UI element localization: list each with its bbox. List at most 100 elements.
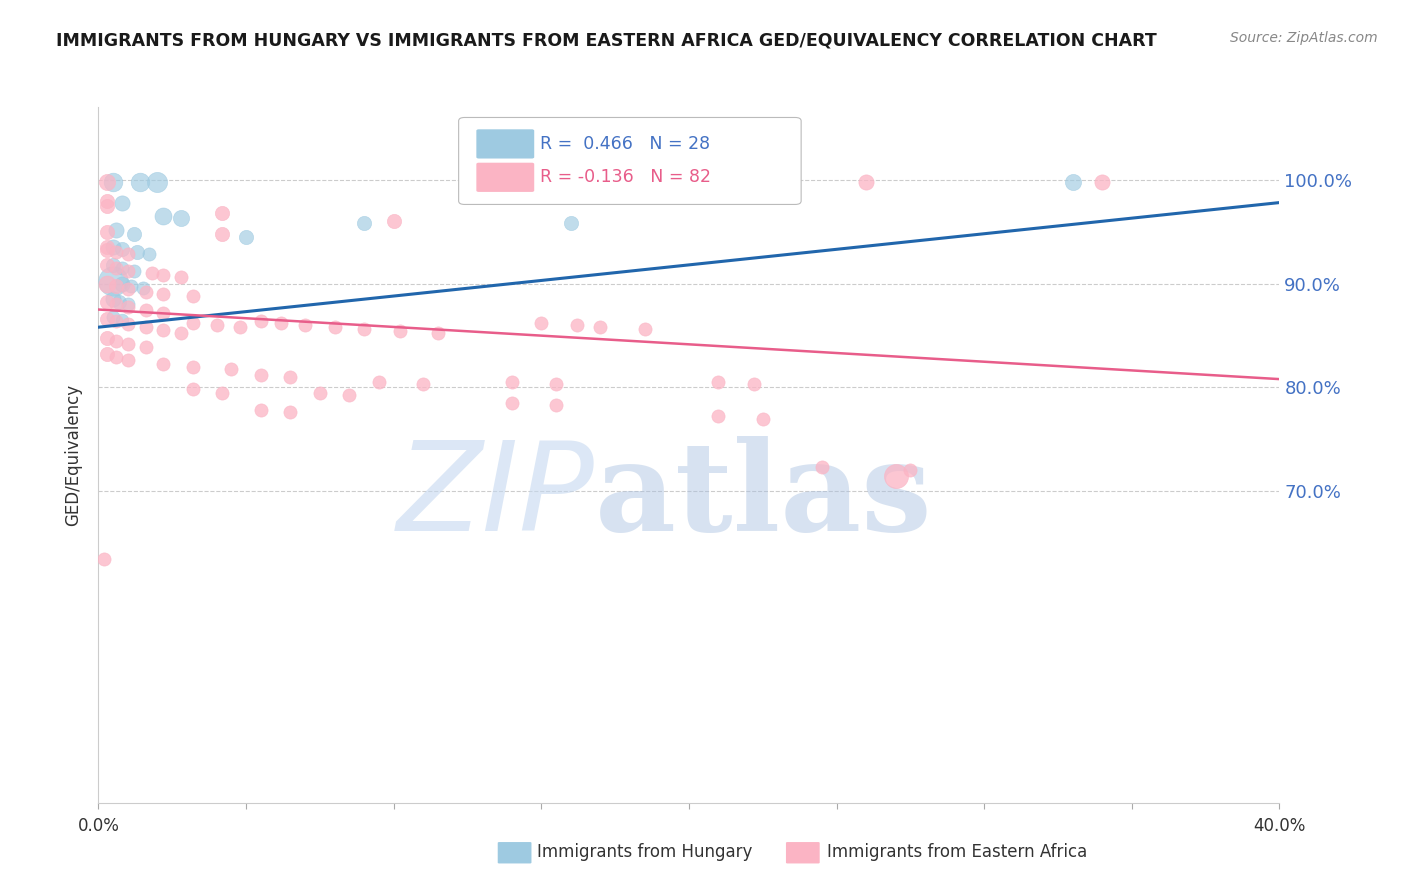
Point (146, 175, 169, 189)
Point (105, 278, 128, 293)
Text: R =  0.466   N = 28: R = 0.466 N = 28 (540, 135, 710, 153)
Point (810, 460, 832, 475)
Point (93, 551, 115, 566)
Point (96, 295, 118, 310)
Point (135, 302, 157, 317)
Point (546, 398, 568, 412)
Text: Immigrants from Hungary: Immigrants from Hungary (537, 843, 752, 861)
Point (117, 247, 139, 261)
Point (1062, 175, 1084, 189)
Point (117, 264, 139, 278)
Point (368, 376, 391, 390)
Point (530, 316, 553, 330)
Point (633, 322, 655, 336)
Point (105, 260, 128, 275)
Point (122, 264, 145, 278)
Point (388, 324, 411, 338)
Point (135, 285, 157, 299)
Point (152, 287, 174, 301)
Point (219, 361, 242, 376)
Point (152, 357, 174, 371)
Point (96, 347, 118, 361)
FancyBboxPatch shape (477, 162, 534, 192)
Point (707, 409, 730, 424)
Point (122, 227, 145, 241)
Point (229, 320, 252, 334)
Point (309, 385, 332, 400)
Point (141, 266, 163, 280)
Point (96, 240, 118, 254)
Point (120, 278, 142, 293)
Point (111, 195, 134, 210)
Point (353, 216, 375, 230)
Point (103, 175, 125, 189)
Point (707, 376, 730, 390)
Point (105, 334, 128, 348)
Point (250, 314, 273, 328)
Point (751, 411, 773, 425)
Text: 40.0%: 40.0% (1253, 817, 1306, 835)
Point (138, 247, 160, 261)
Point (96, 277, 118, 291)
Text: R = -0.136   N = 82: R = -0.136 N = 82 (540, 169, 711, 186)
Point (152, 268, 174, 283)
Point (339, 387, 360, 401)
Point (117, 336, 139, 351)
Point (884, 468, 907, 483)
Point (105, 314, 128, 328)
Point (900, 463, 922, 477)
Point (111, 242, 134, 256)
Point (211, 206, 233, 220)
Text: atlas: atlas (595, 436, 932, 558)
Point (117, 301, 139, 315)
Point (96, 225, 118, 239)
Text: ZIP: ZIP (396, 436, 595, 558)
Point (278, 370, 302, 384)
Point (96, 199, 118, 213)
Point (111, 277, 134, 291)
Text: IMMIGRANTS FROM HUNGARY VS IMMIGRANTS FROM EASTERN AFRICA GED/EQUIVALENCY CORREL: IMMIGRANTS FROM HUNGARY VS IMMIGRANTS FR… (56, 31, 1157, 49)
Point (170, 211, 193, 226)
Text: 0.0%: 0.0% (77, 817, 120, 835)
Point (152, 323, 174, 337)
Point (135, 320, 157, 334)
Point (205, 318, 228, 332)
Y-axis label: GED/Equivalency: GED/Equivalency (65, 384, 83, 526)
Point (96, 175, 118, 189)
Point (103, 292, 125, 306)
Point (412, 377, 434, 392)
Point (135, 340, 157, 354)
Point (181, 289, 204, 303)
Point (105, 222, 128, 236)
Point (501, 376, 523, 390)
Text: Immigrants from Eastern Africa: Immigrants from Eastern Africa (827, 843, 1087, 861)
Point (855, 175, 877, 189)
Point (353, 322, 375, 336)
Text: Source: ZipAtlas.com: Source: ZipAtlas.com (1230, 31, 1378, 45)
Point (105, 245, 128, 260)
Point (117, 282, 139, 296)
Point (546, 377, 568, 392)
Point (427, 326, 450, 341)
Point (96, 244, 118, 258)
FancyBboxPatch shape (477, 129, 534, 159)
Point (103, 240, 125, 254)
Point (152, 209, 174, 223)
Point (96, 330, 118, 344)
Point (111, 260, 134, 275)
Point (270, 316, 292, 330)
Point (108, 295, 131, 310)
Point (170, 270, 193, 285)
Point (742, 377, 765, 392)
Point (589, 320, 612, 334)
Point (105, 297, 128, 311)
Point (152, 306, 174, 320)
Point (96, 311, 118, 326)
Point (211, 385, 233, 400)
Point (501, 396, 523, 410)
Point (181, 359, 204, 374)
Point (105, 351, 128, 365)
Point (128, 175, 150, 189)
Point (278, 405, 302, 419)
Point (250, 368, 273, 382)
